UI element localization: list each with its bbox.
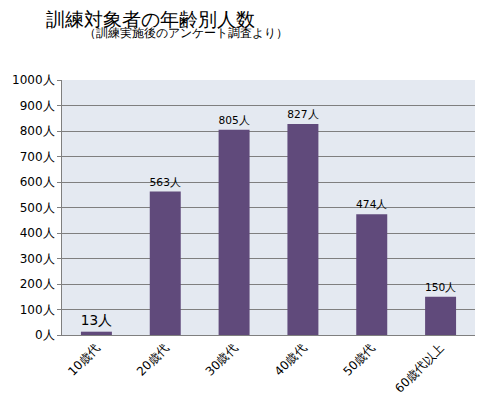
svg-text:563人: 563人 (150, 176, 181, 189)
svg-text:700人: 700人 (20, 150, 55, 164)
svg-text:10歳代: 10歳代 (65, 341, 103, 379)
svg-text:（訓練実施後のアンケート調査より）: （訓練実施後のアンケート調査より） (84, 26, 288, 40)
svg-text:40歳代: 40歳代 (272, 341, 310, 379)
svg-text:20歳代: 20歳代 (134, 341, 172, 379)
svg-text:500人: 500人 (20, 201, 55, 215)
svg-text:800人: 800人 (20, 124, 55, 138)
svg-text:150人: 150人 (425, 281, 456, 294)
svg-text:474人: 474人 (356, 198, 387, 211)
svg-text:60歳代以上: 60歳代以上 (392, 341, 447, 396)
svg-text:900人: 900人 (20, 99, 55, 113)
svg-text:805人: 805人 (218, 114, 249, 127)
svg-text:50歳代: 50歳代 (340, 341, 378, 379)
svg-text:200人: 200人 (20, 277, 55, 291)
svg-text:0人: 0人 (35, 328, 55, 342)
svg-text:30歳代: 30歳代 (203, 341, 241, 379)
svg-text:1000人: 1000人 (12, 73, 55, 87)
svg-text:300人: 300人 (20, 252, 55, 266)
svg-text:400人: 400人 (20, 226, 55, 240)
svg-text:13人: 13人 (81, 312, 112, 328)
svg-text:827人: 827人 (287, 108, 318, 121)
svg-text:600人: 600人 (20, 175, 55, 189)
svg-text:訓練対象者の年齢別人数: 訓練対象者の年齢別人数 (46, 8, 255, 30)
svg-text:100人: 100人 (20, 303, 55, 317)
